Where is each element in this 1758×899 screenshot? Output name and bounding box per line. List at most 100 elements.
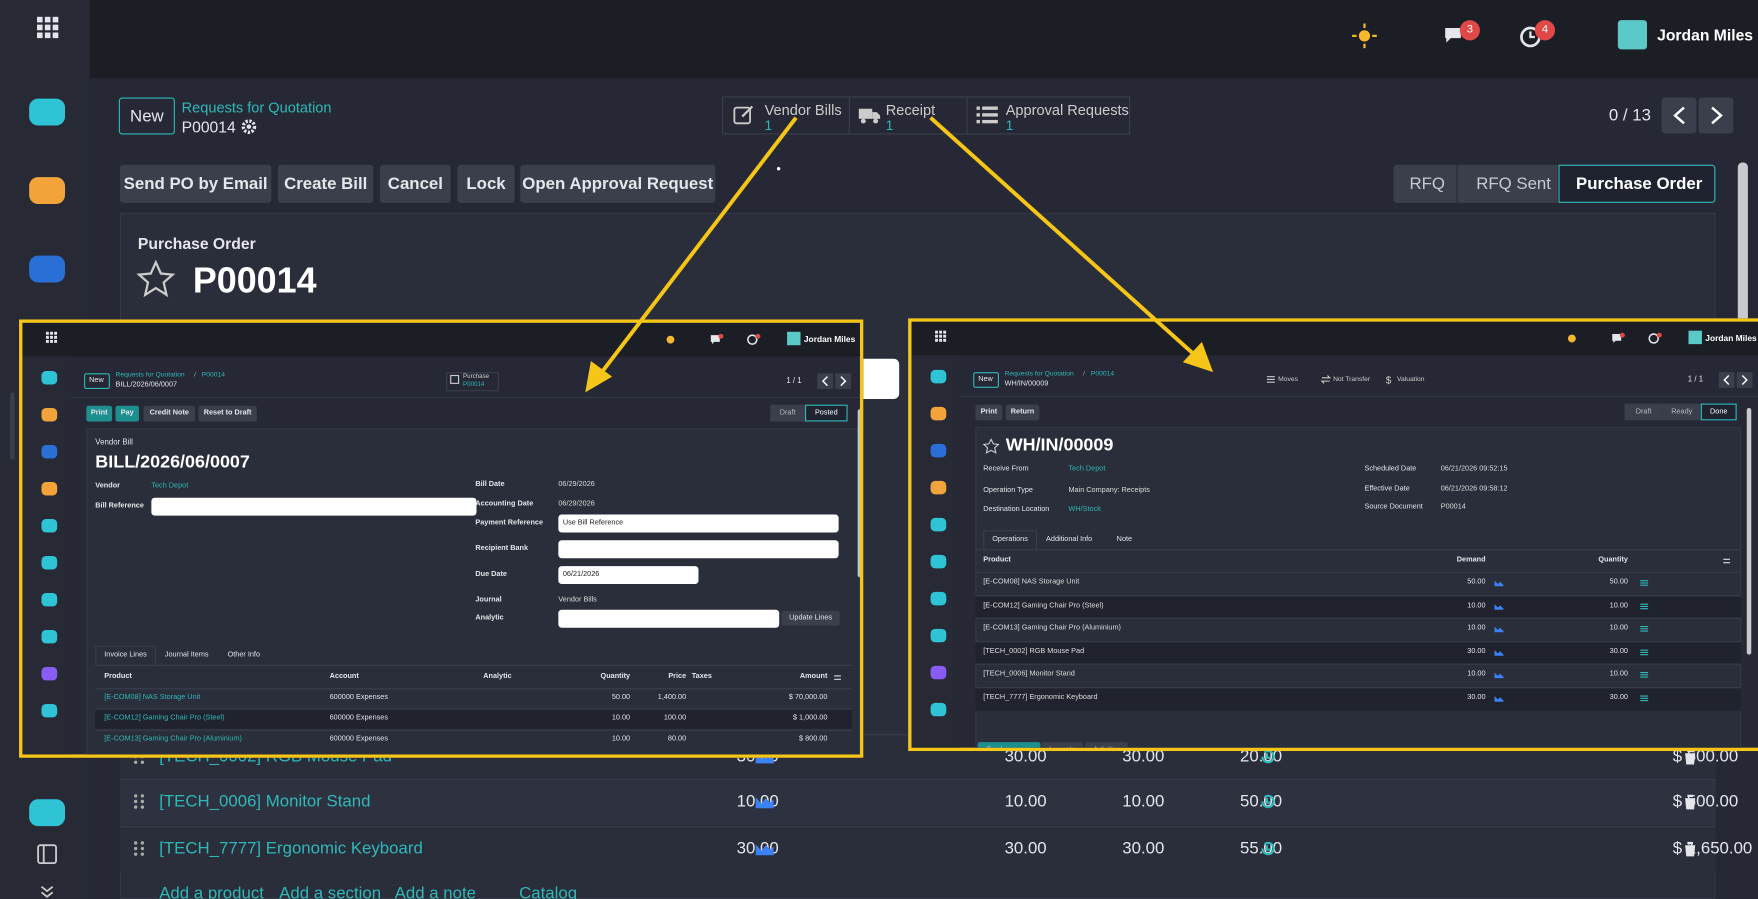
line-received: 30.00 <box>1004 747 1047 767</box>
inset-product[interactable]: [E-COM13] Gaming Chair Pro (Aluminium) <box>104 735 242 743</box>
inset-action-button[interactable] <box>115 405 140 422</box>
smart-button[interactable] <box>966 97 1130 134</box>
inset-status-step[interactable] <box>770 404 806 422</box>
inset-action-label: Return <box>1010 407 1035 416</box>
inset-status-step[interactable] <box>805 404 848 422</box>
breadcrumb-link[interactable]: Requests for Quotation <box>181 99 332 117</box>
inset-field-label: Operation Type <box>983 486 1033 495</box>
inset-user-name: Jordan Miles <box>1705 333 1757 344</box>
action-button-label: Cancel <box>387 174 443 194</box>
inset-user-name: Jordan Miles <box>803 334 856 345</box>
inset-chatter-button[interactable] <box>1085 742 1128 748</box>
inset-action-button[interactable] <box>86 405 113 422</box>
app-icon <box>29 255 66 283</box>
receipt-inset: Jordan Miles New Requests for Quotation / P0… <box>908 318 1758 752</box>
action-button[interactable] <box>278 164 374 203</box>
user-name[interactable]: Jordan Miles <box>1657 25 1754 44</box>
action-button[interactable] <box>520 164 716 203</box>
inset-column-header: Analytic <box>483 672 512 681</box>
inset-status-step[interactable] <box>1700 403 1737 421</box>
inset-status-step[interactable] <box>1662 403 1701 421</box>
smart-button-icon <box>976 106 998 124</box>
inset-chatter-label: Log note <box>1049 746 1076 752</box>
inset-input[interactable] <box>558 566 699 585</box>
inset-quantity: 50.00 <box>1609 578 1628 586</box>
inset-tab[interactable] <box>95 645 156 665</box>
inset-field-label: Bill Date <box>475 480 505 489</box>
inset-smart-label[interactable]: Valuation <box>1396 376 1425 384</box>
inset-price: 80.00 <box>667 735 687 743</box>
form-label: Purchase Order <box>137 234 256 253</box>
inset-input[interactable] <box>558 514 839 533</box>
inset-breadcrumb-link[interactable]: P00014 <box>1090 371 1115 378</box>
delete-icon <box>1683 749 1697 765</box>
inset-breadcrumb-link[interactable]: P00014 <box>201 372 226 379</box>
inset-tab[interactable] <box>983 530 1038 550</box>
inset-field-label: Source Document <box>1364 503 1423 511</box>
inset-detail-icon <box>1640 603 1649 609</box>
add-line-link[interactable]: Add a note <box>394 883 477 899</box>
inset-demand: 50.00 <box>1467 578 1486 586</box>
inset-messages-icon <box>1612 332 1625 344</box>
inset-field-value: WH/Stock <box>1068 505 1101 514</box>
pager-next[interactable] <box>1698 97 1734 134</box>
inset-chatter-button[interactable] <box>1041 742 1084 748</box>
inset-update-button[interactable] <box>781 610 840 626</box>
inset-smart-label[interactable]: Not Transfer <box>1333 376 1371 384</box>
inset-input[interactable] <box>151 497 477 516</box>
product-name[interactable]: [TECH_0006] Monitor Stand <box>159 791 371 812</box>
inset-breadcrumb-separator: / <box>1083 371 1085 378</box>
inset-new-button[interactable] <box>84 373 110 389</box>
smart-button[interactable] <box>848 97 967 134</box>
inset-app-icon <box>930 517 947 532</box>
inset-chatter-label: Send message <box>986 746 1032 752</box>
inset-smart-button[interactable] <box>446 372 499 392</box>
inset-column-header: Demand <box>1456 555 1486 564</box>
activity-badge <box>1534 20 1556 41</box>
action-button[interactable] <box>380 164 451 203</box>
inset-app-icon <box>930 591 947 606</box>
inset-sheet <box>86 428 860 755</box>
inset-field-value: 06/21/2026 09:52:15 <box>1440 464 1508 473</box>
inset-chatter-button[interactable] <box>977 742 1041 748</box>
inset-product[interactable]: [E-COM08] NAS Storage Unit <box>104 693 201 702</box>
add-line-link[interactable]: Catalog <box>519 883 578 899</box>
inset-smart-label[interactable]: Moves <box>1278 376 1298 384</box>
action-button[interactable] <box>119 164 272 203</box>
inset-action-button[interactable] <box>143 405 196 422</box>
inset-breadcrumb-link[interactable]: Requests for Quotation <box>115 372 185 379</box>
inset-input[interactable] <box>558 609 780 628</box>
inset-action-button[interactable] <box>1005 404 1040 421</box>
add-line-link[interactable]: Add a product <box>159 883 264 899</box>
status-step[interactable] <box>1558 164 1716 203</box>
inset-input[interactable] <box>558 540 839 559</box>
inset-new-button[interactable] <box>973 372 999 388</box>
inset-amount: $ 70,000.00 <box>788 693 828 702</box>
inset-form-label: Vendor Bill <box>95 438 133 447</box>
inset-row <box>975 594 1742 619</box>
inset-smart-count: P00014 <box>463 381 485 389</box>
status-step[interactable] <box>1394 164 1458 203</box>
inset-activity-icon <box>1648 332 1662 344</box>
inset-column-toggle <box>1723 558 1730 564</box>
top-bar <box>89 0 1758 79</box>
product-name[interactable]: [TECH_7777] Ergonomic Keyboard <box>159 839 423 859</box>
inset-smart-icon <box>1320 375 1332 384</box>
inset-breadcrumb-link[interactable]: Requests for Quotation <box>1004 371 1074 378</box>
new-button[interactable] <box>118 97 175 135</box>
inset-quantity: 50.00 <box>611 693 631 702</box>
favorite-star <box>136 259 176 298</box>
inset-product[interactable]: [E-COM12] Gaming Chair Pro (Steel) <box>104 713 225 722</box>
inset-app-icon <box>930 702 947 717</box>
status-step[interactable] <box>1458 164 1559 203</box>
inset-action-button[interactable] <box>975 404 1003 421</box>
action-button[interactable] <box>457 164 515 203</box>
inset-forecast-icon <box>1494 673 1504 679</box>
inset-app-icon <box>930 443 947 458</box>
pager-previous[interactable] <box>1661 97 1697 134</box>
inset-quantity: 10.00 <box>1609 624 1628 633</box>
inset-status-step[interactable] <box>1624 403 1663 421</box>
inset-action-button[interactable] <box>198 405 257 422</box>
add-line-link[interactable]: Add a section <box>279 883 382 899</box>
